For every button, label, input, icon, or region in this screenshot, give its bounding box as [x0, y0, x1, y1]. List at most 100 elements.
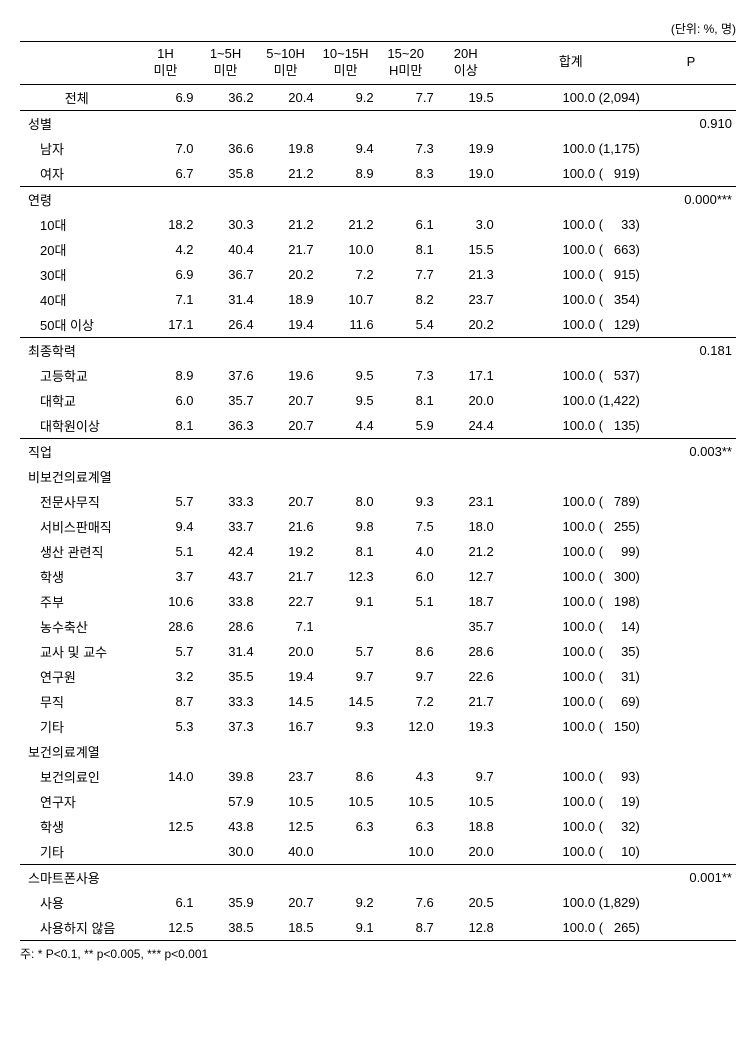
- cell-value: 20.7: [256, 890, 316, 915]
- cell-total: 100.0 (1,422): [496, 388, 646, 413]
- table-row: 전문사무직5.733.320.78.09.323.1100.0 ( 789): [20, 489, 736, 514]
- cell-value: 6.7: [135, 161, 195, 187]
- cell-value: 35.9: [196, 890, 256, 915]
- table-row: 서비스판매직9.433.721.69.87.518.0100.0 ( 255): [20, 514, 736, 539]
- cell-value: [316, 186, 376, 212]
- cell-value: 40.0: [256, 839, 316, 865]
- cell-value: 33.3: [196, 689, 256, 714]
- cell-value: 15.5: [436, 237, 496, 262]
- cell-value: 30.0: [196, 839, 256, 865]
- row-label: 직업: [20, 438, 135, 464]
- cell-value: [436, 464, 496, 489]
- cell-value: 8.1: [135, 413, 195, 439]
- cell-value: 18.8: [436, 814, 496, 839]
- cell-total: 100.0 ( 915): [496, 262, 646, 287]
- cell-value: 4.4: [316, 413, 376, 439]
- cell-p: [646, 212, 736, 237]
- cell-value: 19.4: [256, 312, 316, 338]
- header-p: P: [646, 42, 736, 85]
- cell-total: 100.0 (1,829): [496, 890, 646, 915]
- cell-value: 8.9: [316, 161, 376, 187]
- cell-value: [316, 739, 376, 764]
- cell-value: 35.5: [196, 664, 256, 689]
- cell-value: 33.7: [196, 514, 256, 539]
- cell-total: 100.0 ( 265): [496, 915, 646, 940]
- cell-value: 19.6: [256, 363, 316, 388]
- cell-value: 6.0: [376, 564, 436, 589]
- row-label: 전문사무직: [20, 489, 135, 514]
- cell-value: 10.5: [436, 789, 496, 814]
- row-label: 농수축산: [20, 614, 135, 639]
- cell-value: 20.7: [256, 413, 316, 439]
- row-label: 40대: [20, 287, 135, 312]
- table-row: 학생12.543.812.56.36.318.8100.0 ( 32): [20, 814, 736, 839]
- cell-value: 33.3: [196, 489, 256, 514]
- cell-value: 35.8: [196, 161, 256, 187]
- cell-value: 21.2: [256, 212, 316, 237]
- row-label: 대학원이상: [20, 413, 135, 439]
- cell-total: 100.0 ( 663): [496, 237, 646, 262]
- cell-total: [496, 438, 646, 464]
- cell-value: [376, 438, 436, 464]
- cell-total: 100.0 ( 354): [496, 287, 646, 312]
- cell-total: 100.0 ( 537): [496, 363, 646, 388]
- cell-value: 28.6: [135, 614, 195, 639]
- cell-p: 0.000***: [646, 186, 736, 212]
- table-row: 보건의료인14.039.823.78.64.39.7100.0 ( 93): [20, 764, 736, 789]
- cell-p: [646, 514, 736, 539]
- cell-value: 20.0: [436, 839, 496, 865]
- cell-total: 100.0 ( 919): [496, 161, 646, 187]
- row-label: 보건의료인: [20, 764, 135, 789]
- row-label: 비보건의료계열: [20, 464, 135, 489]
- cell-value: 18.2: [135, 212, 195, 237]
- cell-total: 100.0 ( 10): [496, 839, 646, 865]
- cell-value: 6.3: [316, 814, 376, 839]
- cell-value: 8.6: [316, 764, 376, 789]
- row-label: 기타: [20, 714, 135, 739]
- cell-value: [376, 739, 436, 764]
- cell-total: 100.0 ( 129): [496, 312, 646, 338]
- cell-value: 9.4: [316, 136, 376, 161]
- cell-total: [496, 864, 646, 890]
- row-label: 사용하지 않음: [20, 915, 135, 940]
- cell-total: 100.0 ( 198): [496, 589, 646, 614]
- unit-label: (단위: %, 명): [20, 20, 736, 37]
- cell-value: [436, 864, 496, 890]
- cell-value: 21.2: [316, 212, 376, 237]
- table-row: 20대4.240.421.710.08.115.5100.0 ( 663): [20, 237, 736, 262]
- cell-value: [316, 464, 376, 489]
- cell-p: [646, 614, 736, 639]
- header-c1: 1H미만: [135, 42, 195, 85]
- table-row: 교사 및 교수5.731.420.05.78.628.6100.0 ( 35): [20, 639, 736, 664]
- cell-value: 19.2: [256, 539, 316, 564]
- cell-p: [646, 564, 736, 589]
- cell-value: [376, 110, 436, 136]
- cell-value: 9.2: [316, 84, 376, 110]
- cell-value: 6.1: [376, 212, 436, 237]
- cell-value: [196, 438, 256, 464]
- table-row: 연구자57.910.510.510.510.5100.0 ( 19): [20, 789, 736, 814]
- cell-value: 33.8: [196, 589, 256, 614]
- row-label: 스마트폰사용: [20, 864, 135, 890]
- cell-value: 10.0: [316, 237, 376, 262]
- cell-value: 3.7: [135, 564, 195, 589]
- cell-value: 8.7: [376, 915, 436, 940]
- row-label: 연구자: [20, 789, 135, 814]
- cell-p: [646, 287, 736, 312]
- cell-total: 100.0 ( 32): [496, 814, 646, 839]
- cell-value: 8.1: [376, 237, 436, 262]
- cell-p: [646, 161, 736, 187]
- cell-total: 100.0 ( 789): [496, 489, 646, 514]
- table-header-row: 1H미만 1~5H미만 5~10H미만 10~15H미만 15~20H미만 20…: [20, 42, 736, 85]
- cell-value: 37.6: [196, 363, 256, 388]
- row-label: 20대: [20, 237, 135, 262]
- row-label: 여자: [20, 161, 135, 187]
- cell-value: 5.9: [376, 413, 436, 439]
- cell-value: 8.9: [135, 363, 195, 388]
- cell-value: 7.5: [376, 514, 436, 539]
- cell-p: [646, 915, 736, 940]
- header-c6: 20H이상: [436, 42, 496, 85]
- cell-value: 21.7: [436, 689, 496, 714]
- cell-value: 5.7: [316, 639, 376, 664]
- cell-value: 7.6: [376, 890, 436, 915]
